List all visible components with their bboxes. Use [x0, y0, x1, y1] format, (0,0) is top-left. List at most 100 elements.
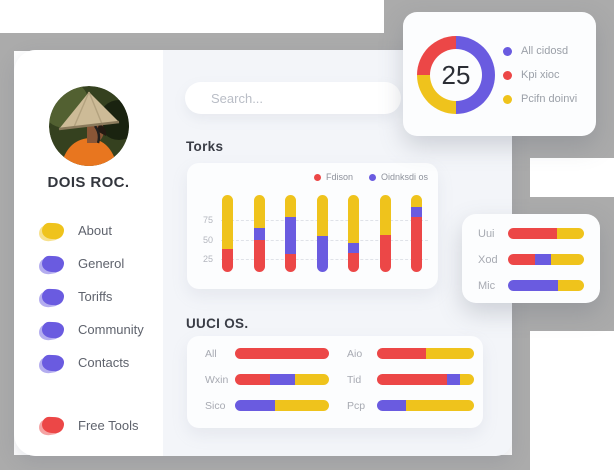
y-axis-tick: 25 — [202, 254, 213, 264]
profile-name: DOIS ROC. — [47, 174, 130, 191]
bar-segment — [446, 374, 461, 385]
stat-bar — [377, 348, 474, 359]
stat-row-label: Xod — [478, 253, 498, 266]
bar-segment — [316, 235, 328, 272]
donut-chart-hole: 25 — [430, 49, 482, 101]
bar-segment — [508, 254, 536, 265]
sidebar-footer-menu: Free Tools — [37, 412, 157, 438]
legend-item: Fdison — [313, 172, 353, 182]
torks-chart-card: Fdison Oidnksdi os 75 50 25 — [187, 163, 438, 289]
stat-bar — [235, 374, 329, 385]
legend-label: All cidosd — [521, 45, 569, 57]
sidebar-item-generol[interactable]: Generol — [37, 247, 157, 280]
stacked-bar — [411, 195, 422, 272]
legend-label: Oidnksdi os — [380, 172, 428, 182]
avatar — [48, 86, 129, 166]
stat-row: Aio — [347, 347, 474, 360]
bar-segment — [348, 253, 359, 272]
bar-segment — [411, 195, 422, 208]
background-frame-shape — [0, 455, 530, 470]
sidebar-menu: About Generol Toriffs Community Contacts — [37, 214, 157, 379]
bar-segment — [556, 228, 584, 239]
legend-item: Kpi xioc — [503, 69, 577, 81]
stat-bar — [508, 228, 584, 239]
legend-item: Pcifn doinvi — [503, 93, 577, 105]
donut-chart: 25 — [417, 36, 495, 114]
torks-chart-bars — [222, 195, 422, 272]
stat-row: Xod — [478, 253, 584, 266]
bar-segment — [558, 280, 584, 291]
stat-bar — [235, 400, 329, 411]
menu-item-label: Contacts — [78, 355, 130, 370]
sidebar-item-toriffs[interactable]: Toriffs — [37, 280, 157, 313]
bar-segment — [411, 216, 422, 272]
menu-item-label: Free Tools — [78, 417, 139, 433]
legend-item: Oidnksdi os — [368, 172, 428, 182]
stat-row-label: Aio — [347, 347, 363, 360]
legend-label: Pcifn doinvi — [521, 93, 578, 105]
y-axis-tick: 50 — [202, 234, 213, 245]
legend-label: Fdison — [325, 172, 353, 182]
donut-chart-legend: All cidosd Kpi xioc Pcifn doinvi — [503, 45, 577, 105]
bar-segment — [348, 195, 359, 243]
menu-item-label: About — [78, 223, 112, 238]
uuci-column-right: Aio Tid Pcp — [347, 348, 474, 426]
bar-segment — [406, 400, 474, 411]
bar-segment — [377, 348, 426, 359]
bar-segment — [377, 400, 407, 411]
y-axis-tick: 75 — [202, 215, 213, 225]
stat-bar — [377, 374, 474, 385]
uuci-chart-card: All Wxin Sico Aio Tid Pcp — [187, 336, 483, 428]
bar-segment — [425, 348, 474, 359]
bar-segment — [508, 280, 559, 291]
bar-segment — [253, 240, 265, 272]
bar-segment — [379, 234, 391, 272]
stat-bar — [235, 348, 329, 359]
legend-dot — [503, 94, 512, 104]
stacked-bar — [222, 195, 233, 272]
background-frame-shape — [512, 157, 530, 457]
sidebar-item-free-tools[interactable]: Free Tools — [37, 412, 157, 438]
stacked-bar — [348, 195, 359, 272]
stat-row-label: Mic — [478, 279, 496, 292]
menu-blob-icon — [37, 288, 65, 309]
search-input[interactable] — [185, 82, 401, 114]
side-stats-card: Uui Xod Mic — [462, 214, 600, 303]
stat-row-label: Sico — [205, 399, 226, 412]
bar-segment — [377, 374, 447, 385]
stat-row-label: Uui — [478, 227, 495, 240]
bar-segment — [411, 207, 422, 217]
bar-segment — [316, 195, 328, 236]
sidebar-item-about[interactable]: About — [37, 214, 157, 247]
stat-row: Pcp — [347, 399, 474, 412]
bar-segment — [460, 374, 474, 385]
bar-segment — [285, 253, 296, 272]
uuci-column-left: All Wxin Sico — [205, 348, 329, 426]
stat-row: Tid — [347, 373, 474, 386]
stat-bar — [508, 254, 584, 265]
stat-row: Wxin — [205, 374, 329, 386]
bar-segment — [253, 228, 265, 241]
legend-item: All cidosd — [503, 45, 577, 57]
bar-segment — [235, 348, 329, 359]
bar-segment — [269, 374, 296, 385]
stat-row: Sico — [205, 399, 329, 412]
sidebar-item-community[interactable]: Community — [37, 313, 157, 346]
menu-item-label: Generol — [78, 256, 125, 271]
bar-segment — [535, 254, 552, 265]
menu-blob-icon — [37, 354, 65, 375]
stat-row-label: Tid — [347, 373, 362, 386]
legend-label: Kpi xioc — [521, 69, 560, 81]
bar-segment — [295, 374, 329, 385]
torks-section-title: Torks — [186, 139, 224, 154]
menu-blob-icon — [37, 255, 65, 276]
legend-dot — [313, 173, 321, 181]
bar-segment — [508, 228, 557, 239]
sidebar-item-contacts[interactable]: Contacts — [37, 346, 157, 379]
menu-blob-icon — [37, 321, 65, 342]
stat-row-label: Pcp — [347, 399, 366, 412]
background-frame-shape — [0, 50, 14, 456]
donut-chart-card: 25 All cidosd Kpi xioc Pcifn doinvi — [403, 12, 596, 136]
menu-item-label: Toriffs — [78, 289, 113, 304]
